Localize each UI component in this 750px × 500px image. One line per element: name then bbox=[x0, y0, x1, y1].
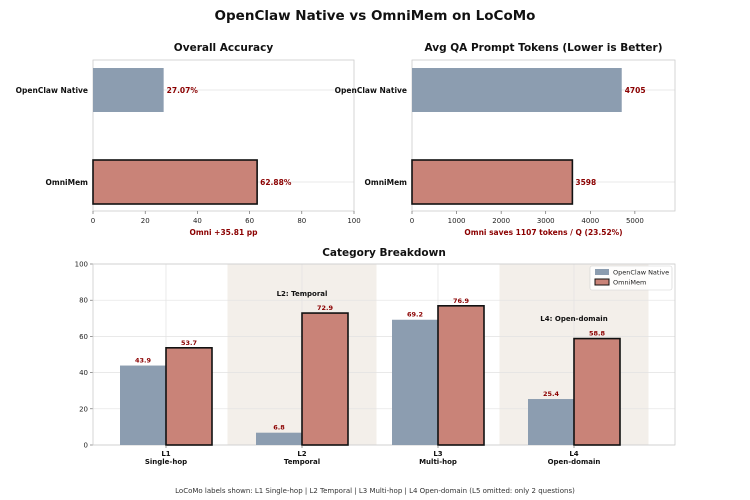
accuracy-category-label: OpenClaw Native bbox=[16, 86, 88, 95]
tokens-value-label: 4705 bbox=[625, 86, 646, 95]
category-xtick-sublabel: Single-hop bbox=[145, 458, 187, 466]
category-xtick-label: L4 bbox=[569, 450, 578, 458]
category-ytick-label: 60 bbox=[79, 333, 88, 341]
figure-footnote: LoCoMo labels shown: L1 Single-hop | L2 … bbox=[175, 487, 575, 495]
category-bar-openclaw-l2 bbox=[256, 432, 302, 445]
category-value-label: 76.9 bbox=[453, 297, 470, 305]
category-xtick-sublabel: Multi-hop bbox=[419, 458, 457, 466]
legend-label: OpenClaw Native bbox=[613, 269, 669, 277]
legend-swatch-openclaw bbox=[595, 269, 609, 275]
legend-label: OmniMem bbox=[613, 279, 646, 287]
figure-title: OpenClaw Native vs OmniMem on LoCoMo bbox=[215, 8, 536, 24]
tokens-title: Avg QA Prompt Tokens (Lower is Better) bbox=[424, 42, 662, 54]
accuracy-bar-openclaw bbox=[93, 68, 164, 112]
accuracy-value-label: 62.88% bbox=[260, 178, 292, 187]
accuracy-xtick-label: 60 bbox=[245, 217, 254, 225]
category-bar-openclaw-l3 bbox=[392, 319, 438, 445]
accuracy-category-label: OmniMem bbox=[46, 178, 89, 187]
category-value-label: 69.2 bbox=[407, 311, 423, 319]
category-xtick-label: L2 bbox=[297, 450, 306, 458]
category-xtick-sublabel: Temporal bbox=[284, 458, 320, 466]
tokens-xtick-label: 3000 bbox=[537, 217, 555, 225]
category-legend: OpenClaw Native OmniMem bbox=[589, 265, 673, 291]
accuracy-plot-frame bbox=[92, 59, 355, 212]
tokens-annotation: Omni saves 1107 tokens / Q (23.52%) bbox=[464, 228, 622, 237]
tokens-bar-openclaw bbox=[412, 68, 622, 112]
category-ytick-label: 100 bbox=[75, 261, 88, 269]
accuracy-bar-omnimem bbox=[92, 159, 258, 205]
category-xtick-sublabel: Open-domain bbox=[548, 458, 601, 466]
accuracy-xtick-label: 20 bbox=[141, 217, 150, 225]
tokens-category-label: OpenClaw Native bbox=[335, 86, 407, 95]
category-value-label: 43.9 bbox=[135, 357, 152, 365]
category-bar-omnimem-l1 bbox=[165, 347, 213, 446]
legend-frame bbox=[589, 265, 673, 291]
accuracy-title: Overall Accuracy bbox=[174, 42, 274, 54]
tokens-plot-frame bbox=[411, 59, 676, 212]
accuracy-chart: Overall Accuracy 27.07% OpenClaw Native 62.… bbox=[16, 42, 361, 237]
category-ytick-label: 80 bbox=[79, 297, 88, 305]
category-value-label: 6.8 bbox=[273, 424, 285, 432]
tokens-xtick-label: 2000 bbox=[492, 217, 510, 225]
category-value-label: 58.8 bbox=[589, 330, 606, 338]
category-title: Category Breakdown bbox=[322, 247, 446, 259]
tokens-xtick-label: 5000 bbox=[626, 217, 644, 225]
category-region-annotation: L4: Open-domain bbox=[540, 315, 607, 323]
category-ytick-label: 20 bbox=[79, 405, 88, 413]
category-bar-omnimem-l4 bbox=[573, 337, 621, 446]
accuracy-value-label: 27.07% bbox=[167, 86, 199, 95]
tokens-xtick-label: 1000 bbox=[448, 217, 466, 225]
category-xtick-label: L1 bbox=[161, 450, 170, 458]
accuracy-xtick-label: 40 bbox=[193, 217, 202, 225]
tokens-xtick-label: 4000 bbox=[581, 217, 599, 225]
category-xtick-label: L3 bbox=[433, 450, 442, 458]
tokens-bar-omnimem bbox=[411, 159, 574, 205]
category-value-label: 25.4 bbox=[543, 390, 560, 398]
category-ytick-label: 40 bbox=[79, 369, 88, 377]
tokens-category-label: OmniMem bbox=[365, 178, 408, 187]
accuracy-annotation: Omni +35.81 pp bbox=[189, 228, 258, 237]
category-value-label: 53.7 bbox=[181, 339, 197, 347]
tokens-xtick-label: 0 bbox=[410, 217, 414, 225]
category-bar-omnimem-l3 bbox=[437, 305, 485, 446]
tokens-value-label: 3598 bbox=[575, 178, 596, 187]
category-plot-frame bbox=[92, 263, 676, 446]
accuracy-xtick-label: 0 bbox=[91, 217, 95, 225]
category-value-label: 72.9 bbox=[317, 304, 334, 312]
accuracy-xtick-label: 100 bbox=[347, 217, 360, 225]
category-bar-openclaw-l1 bbox=[120, 365, 166, 445]
legend-swatch-omnimem bbox=[594, 278, 610, 286]
category-region-annotation: L2: Temporal bbox=[277, 290, 328, 298]
category-chart: Category Breakdown 0 20 40 60 80 100 43.9 6.8 69.… bbox=[75, 247, 676, 466]
tokens-chart: Avg QA Prompt Tokens (Lower is Better) 47… bbox=[335, 42, 676, 237]
category-ytick-label: 0 bbox=[84, 442, 88, 450]
category-bar-omnimem-l2 bbox=[301, 312, 349, 446]
category-bar-openclaw-l4 bbox=[528, 399, 574, 445]
accuracy-xtick-label: 80 bbox=[297, 217, 306, 225]
